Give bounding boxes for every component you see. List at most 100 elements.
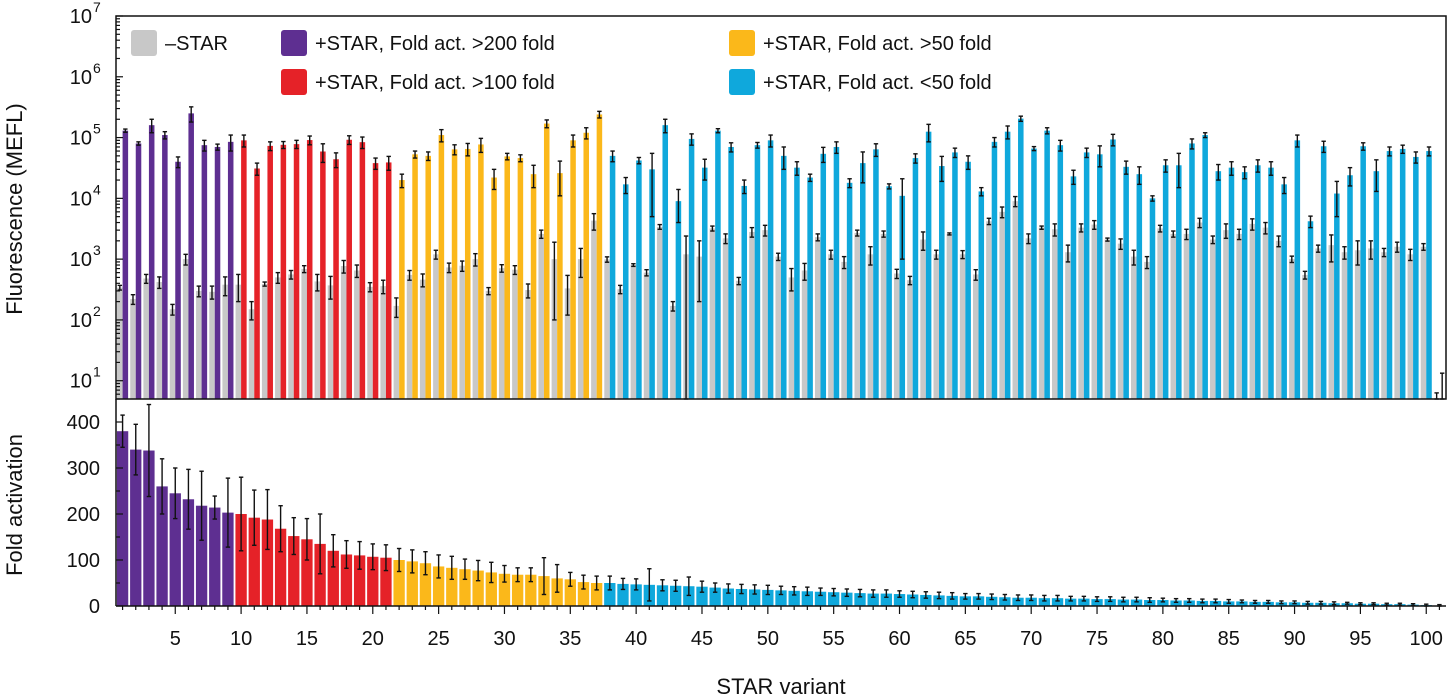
- minus-star-error-bar: [907, 275, 913, 286]
- plus-star-bar: [912, 158, 919, 399]
- plus-star-bar: [1097, 154, 1103, 399]
- minus-star-bar: [169, 309, 176, 399]
- fold-activation-error-bar: [581, 574, 586, 590]
- fold-activation-bar: [314, 543, 326, 606]
- minus-star-bar: [393, 305, 400, 399]
- minus-star-bar: [696, 256, 702, 399]
- minus-star-bar: [288, 274, 294, 399]
- plus-star-error-bar: [254, 162, 260, 176]
- fold-activation-bar: [814, 591, 827, 606]
- star-variant-tick-label: 85: [1218, 628, 1240, 650]
- minus-star-error-bar: [1342, 246, 1347, 260]
- minus-star-bar: [196, 290, 202, 399]
- plus-star-bar: [1426, 151, 1432, 399]
- minus-star-bar: [1183, 233, 1190, 399]
- fold-activation-bar: [880, 593, 893, 606]
- plus-star-bar: [530, 174, 537, 399]
- fold-activation-bar: [169, 493, 181, 606]
- fold-activation-error-bar: [752, 584, 757, 595]
- fold-activation-error-bar: [949, 591, 955, 600]
- plus-star-error-bar: [1295, 134, 1300, 148]
- minus-star-bar: [143, 278, 149, 399]
- fold-activation-bar: [1051, 598, 1064, 606]
- minus-star-error-bar: [802, 262, 807, 281]
- fold-activation-bar: [590, 583, 603, 606]
- plus-star-bar: [1255, 165, 1261, 399]
- plus-star-error-bar: [1150, 195, 1155, 202]
- minus-star-error-bar: [1355, 240, 1360, 266]
- plus-star-bar: [1123, 166, 1129, 399]
- fold-activation-bar: [248, 517, 260, 606]
- fold-activation-bar: [933, 595, 945, 606]
- minus-star-error-bar: [1394, 241, 1400, 253]
- plus-star-bar: [1004, 131, 1011, 399]
- fold-activation-error-bar: [436, 554, 441, 579]
- fold-activation-error-bar: [989, 593, 994, 601]
- minus-star-bar: [1196, 222, 1203, 399]
- legend-swatch: [729, 30, 755, 56]
- minus-star-error-bar: [275, 271, 281, 285]
- minus-star-error-bar: [262, 281, 267, 287]
- plus-star-bar: [1083, 152, 1090, 399]
- minus-star-bar: [577, 259, 584, 399]
- minus-star-bar: [1223, 230, 1229, 399]
- fold-activation-bar: [788, 590, 800, 606]
- fold-activation-error-bar: [633, 578, 639, 591]
- plus-star-bar: [543, 123, 550, 400]
- fold-activation-bar: [564, 579, 576, 606]
- fold-activation-error-bar: [936, 591, 942, 600]
- fold-activation-bar: [511, 574, 524, 606]
- plus-star-bar: [781, 155, 787, 399]
- plus-star-bar: [860, 163, 866, 399]
- minus-star-error-bar: [328, 275, 333, 300]
- fold-activation-bar: [986, 596, 998, 606]
- minus-star-bar: [920, 239, 926, 399]
- plus-star-bar: [583, 132, 590, 399]
- minus-star-bar: [1407, 254, 1414, 399]
- minus-star-error-bar: [710, 225, 715, 232]
- minus-star-error-bar: [1276, 235, 1281, 248]
- fold-activation-bars: [116, 431, 1446, 606]
- plus-star-bar: [741, 185, 748, 399]
- star-variant-tick-label: 65: [954, 628, 976, 650]
- fold-activation-error-bar: [265, 488, 270, 551]
- minus-star-error-bar: [1118, 238, 1123, 251]
- legend-item: +STAR, Fold act. >100 fold: [281, 69, 555, 95]
- fold-activation-y-axis: 0 100 200 300 400: [67, 412, 123, 618]
- minus-star-bar: [525, 290, 531, 399]
- fold-activation-error-bar: [1200, 598, 1205, 604]
- plus-star-error-bar: [1308, 215, 1313, 229]
- fold-activation-error-bar: [897, 590, 902, 598]
- plus-star-error-bar: [1123, 160, 1129, 175]
- plus-star-error-bar: [1334, 180, 1340, 218]
- fold-activation-bar: [485, 572, 497, 606]
- fold-activation-bar: [854, 593, 866, 606]
- minus-star-error-bar: [130, 293, 136, 306]
- minus-star-bar: [1289, 259, 1295, 399]
- star-variant-tick-label: 50: [757, 628, 779, 650]
- minus-star-error-bar: [657, 223, 662, 230]
- fold-activation-tick-label: 0: [89, 596, 100, 618]
- minus-star-error-bar: [789, 267, 794, 292]
- minus-star-bar: [380, 286, 386, 399]
- plus-star-bar: [991, 141, 998, 399]
- plus-star-bar: [715, 130, 721, 399]
- plus-star-error-bar: [1176, 152, 1182, 189]
- minus-star-bar: [722, 238, 729, 399]
- minus-star-error-bar: [868, 246, 873, 266]
- minus-star-error-bar: [341, 259, 346, 274]
- plus-star-error-bar: [1229, 161, 1234, 176]
- fold-activation-bar: [1117, 599, 1130, 606]
- plus-star-error-bar: [702, 158, 707, 181]
- plus-star-error-bar: [1426, 146, 1432, 157]
- minus-star-bar: [1354, 250, 1361, 399]
- minus-star-bar: [248, 309, 255, 399]
- minus-star-bar: [801, 270, 808, 399]
- plus-star-bar: [320, 151, 326, 399]
- plus-star-bar: [1057, 145, 1064, 399]
- minus-star-error-bar: [249, 300, 254, 321]
- star-variant-tick-label: 15: [296, 628, 318, 650]
- plus-star-error-bar: [952, 147, 958, 159]
- minus-star-bar: [656, 226, 663, 399]
- minus-star-error-bar: [1381, 247, 1387, 258]
